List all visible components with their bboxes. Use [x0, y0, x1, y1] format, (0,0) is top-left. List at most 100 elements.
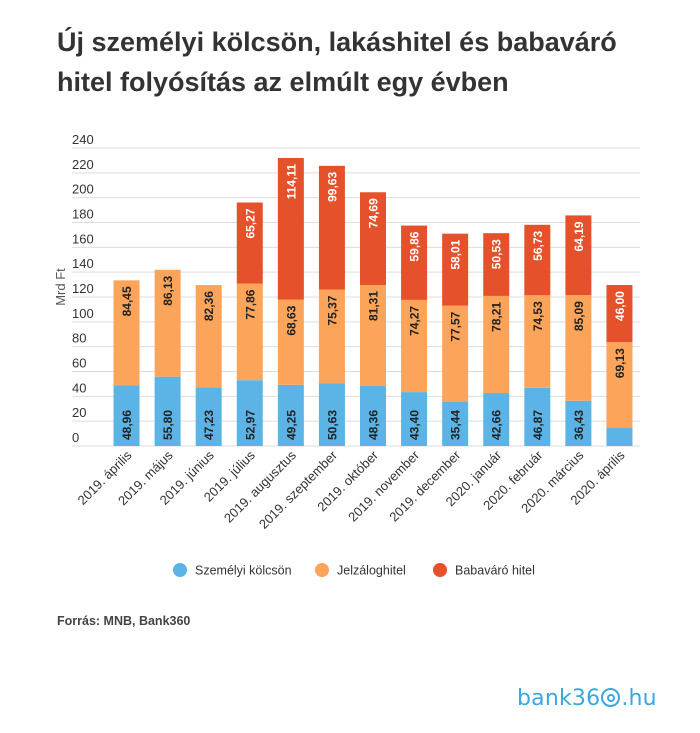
bar-segment — [195, 387, 222, 446]
y-tick-label: 140 — [72, 256, 94, 271]
legend-label: Személyi kölcsön — [195, 564, 292, 578]
bar-segment — [360, 284, 386, 386]
data-label: 114,11 — [284, 164, 298, 200]
data-label: 85,09 — [572, 301, 586, 331]
bar-segment — [483, 393, 510, 446]
data-label: 65,27 — [243, 208, 257, 238]
data-label: 77,86 — [243, 289, 257, 319]
x-tick-label: 2019. december — [386, 447, 464, 525]
bar-segment — [565, 215, 592, 296]
bar-segment — [442, 401, 469, 446]
data-label: 42,66 — [490, 410, 504, 440]
data-label: 59,86 — [408, 231, 422, 261]
x-tick-label: 2019. november — [345, 447, 423, 525]
stacked-bar-chart: 0 20 40 60 80 100 120 140 160 180 200 220 240 Mrd Ft 4… — [53, 132, 640, 578]
bar-segment — [277, 157, 304, 300]
bar-segment — [277, 299, 304, 385]
bar-segment — [565, 295, 592, 401]
bar-segment — [113, 280, 140, 386]
data-label: 56,73 — [531, 230, 545, 260]
y-tick-label: 100 — [72, 306, 94, 321]
data-label: 86,13 — [161, 275, 175, 305]
data-label: 64,19 — [572, 221, 586, 251]
bar-segment — [401, 299, 428, 393]
y-tick-label: 220 — [72, 157, 94, 172]
data-label: 75,37 — [325, 295, 339, 325]
bar-segment — [318, 289, 345, 384]
y-tick-label: 180 — [72, 207, 94, 222]
bar-segment — [524, 295, 551, 388]
y-tick-label: 120 — [72, 281, 94, 296]
bar-segment — [606, 342, 633, 428]
data-label: 46,00 — [613, 291, 627, 321]
y-tick-label: 160 — [72, 231, 94, 246]
legend-label: Jelzáloghitel — [337, 564, 406, 578]
legend-label: Babaváró hitel — [455, 564, 535, 578]
bar-segment — [318, 383, 345, 446]
data-label: 43,40 — [408, 410, 422, 440]
legend-marker — [433, 563, 447, 577]
y-tick-label: 20 — [72, 405, 86, 420]
data-label: 68,63 — [284, 305, 298, 335]
data-label: 35,44 — [449, 410, 463, 440]
bar-segment — [606, 285, 633, 343]
bar-segment — [401, 392, 428, 446]
data-label: 58,01 — [449, 239, 463, 269]
bar-segment — [360, 192, 386, 285]
y-tick-label: 60 — [72, 356, 86, 371]
y-tick-label: 240 — [72, 132, 94, 147]
data-label: 81,31 — [367, 291, 381, 321]
y-tick-label: 40 — [72, 380, 86, 395]
bar-segment — [360, 385, 386, 446]
y-axis-label: Mrd Ft — [53, 268, 68, 306]
data-label: 50,53 — [490, 239, 504, 269]
bar-segment — [277, 384, 304, 446]
logo-text-right: .hu — [621, 686, 657, 711]
bar-segment — [236, 380, 263, 446]
data-label: 36,43 — [572, 410, 586, 440]
data-label: 78,21 — [490, 302, 504, 332]
data-label: 50,63 — [325, 410, 339, 440]
chart-title: Új személyi kölcsön, lakáshitel és babav… — [57, 27, 617, 97]
data-label: 46,87 — [531, 410, 545, 440]
legend-marker — [315, 563, 329, 577]
data-label: 74,27 — [408, 306, 422, 336]
bar-segment — [401, 225, 428, 300]
y-tick-label: 200 — [72, 182, 94, 197]
data-label: 99,63 — [325, 172, 339, 202]
data-label: 55,80 — [161, 410, 175, 440]
bar-segment — [154, 376, 181, 446]
bar-segment — [524, 224, 551, 296]
bar-segment — [154, 269, 181, 377]
data-label: 49,25 — [284, 410, 298, 440]
data-label: 52,97 — [243, 410, 257, 440]
legend-marker — [173, 563, 187, 577]
bar-segment — [483, 295, 510, 394]
y-tick-label: 0 — [72, 430, 79, 445]
source-note: Forrás: MNB, Bank360 — [57, 614, 191, 628]
bar-segment — [483, 233, 510, 296]
bar-segment — [442, 305, 469, 402]
logo-text-left: bank36 — [517, 686, 601, 711]
bar-segment — [442, 233, 469, 306]
data-label: 48,96 — [120, 410, 134, 440]
data-label: 47,23 — [202, 410, 216, 440]
data-label: 82,36 — [202, 291, 216, 321]
bar-segment — [195, 285, 222, 388]
bank360-logo: bank36 .hu — [517, 686, 657, 711]
y-tick-label: 80 — [72, 331, 86, 346]
data-label: 74,69 — [367, 198, 381, 228]
logo-ring-icon — [601, 688, 621, 707]
data-label: 77,57 — [449, 311, 463, 341]
bar-segment — [606, 427, 633, 446]
data-label: 84,45 — [120, 286, 134, 316]
bar-segment — [524, 387, 551, 446]
bar-segment — [113, 385, 140, 446]
data-label: 69,13 — [613, 348, 627, 378]
bar-segment — [236, 202, 263, 284]
data-label: 74,53 — [531, 301, 545, 331]
data-label: 48,36 — [367, 410, 381, 440]
x-tick-label: 2019. augusztus — [221, 447, 299, 525]
bar-segment — [565, 400, 592, 446]
bar-segment — [318, 165, 345, 290]
